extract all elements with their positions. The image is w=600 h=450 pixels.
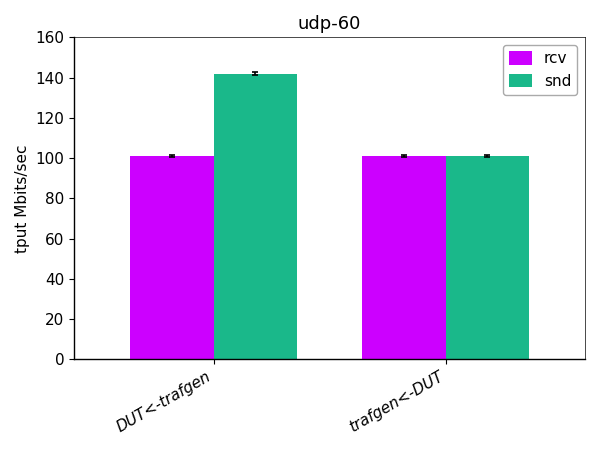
Title: udp-60: udp-60 bbox=[298, 15, 361, 33]
Y-axis label: tput Mbits/sec: tput Mbits/sec bbox=[15, 144, 30, 252]
Bar bbox=[130, 156, 214, 359]
Bar bbox=[362, 156, 446, 359]
Legend: rcv, snd: rcv, snd bbox=[503, 45, 577, 95]
Bar bbox=[446, 156, 529, 359]
Bar bbox=[214, 73, 297, 359]
